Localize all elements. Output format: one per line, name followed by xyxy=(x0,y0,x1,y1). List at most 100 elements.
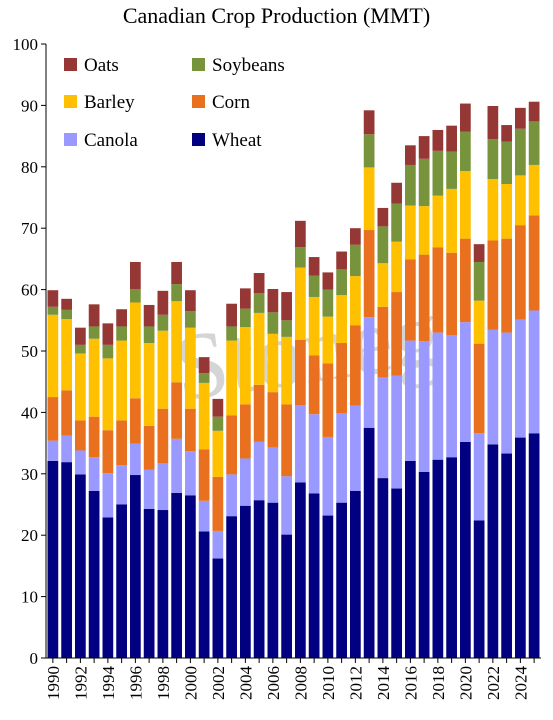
x-tick-label-1992: 1992 xyxy=(71,666,90,700)
y-tick-label-50: 50 xyxy=(21,342,38,361)
bar-wheat-2019 xyxy=(446,457,457,658)
bar-barley-2021 xyxy=(473,300,485,344)
bar-oats-2011 xyxy=(336,251,347,270)
legend-swatch-barley xyxy=(64,95,77,108)
bar-oats-1994 xyxy=(102,323,114,345)
bar-corn-2010 xyxy=(322,363,334,437)
bar-oats-1996 xyxy=(130,261,141,289)
y-tick-label-30: 30 xyxy=(21,465,38,484)
bars-layer xyxy=(47,101,540,658)
bar-soybeans-2018 xyxy=(432,150,444,196)
bar-corn-2003 xyxy=(226,415,237,475)
y-tick-label-70: 70 xyxy=(21,219,38,238)
bar-barley-2025 xyxy=(528,164,540,216)
y-tick-label-10: 10 xyxy=(21,588,38,607)
bar-oats-2017 xyxy=(418,136,430,159)
bar-canola-2000 xyxy=(185,451,196,496)
bar-corn-2008 xyxy=(295,339,306,406)
bar-wheat-1999 xyxy=(171,492,182,658)
legend-label-canola: Canola xyxy=(84,130,138,151)
bar-corn-1994 xyxy=(102,430,114,474)
bar-corn-2023 xyxy=(501,238,512,333)
bar-oats-2004 xyxy=(240,288,251,309)
bar-canola-2021 xyxy=(473,433,485,521)
bar-soybeans-2014 xyxy=(377,226,389,264)
y-tick-label-20: 20 xyxy=(21,526,38,545)
bar-oats-2019 xyxy=(446,125,457,152)
bar-canola-1999 xyxy=(171,438,182,493)
bar-corn-2016 xyxy=(405,259,416,341)
bar-canola-2018 xyxy=(432,332,444,460)
bar-canola-2006 xyxy=(267,447,279,503)
bar-barley-2018 xyxy=(432,195,444,248)
x-tick-label-2024: 2024 xyxy=(511,666,530,701)
legend-label-oats: Oats xyxy=(84,55,119,76)
bar-wheat-1992 xyxy=(75,474,86,658)
bar-canola-2022 xyxy=(487,329,499,445)
bar-oats-2025 xyxy=(528,101,540,122)
bar-wheat-2008 xyxy=(295,482,306,658)
bar-corn-2025 xyxy=(528,215,540,311)
bar-corn-2012 xyxy=(350,325,361,406)
bar-oats-1992 xyxy=(75,327,86,345)
bar-wheat-2007 xyxy=(281,534,292,658)
bar-canola-2001 xyxy=(198,500,210,532)
bar-oats-2013 xyxy=(363,110,375,135)
bar-corn-1996 xyxy=(130,398,141,444)
bar-corn-1990 xyxy=(47,397,59,441)
bar-oats-2003 xyxy=(226,303,237,327)
bar-corn-2009 xyxy=(308,355,320,415)
bar-wheat-2013 xyxy=(363,427,375,658)
legend-label-soybeans: Soybeans xyxy=(212,55,285,76)
bar-barley-1995 xyxy=(116,340,127,421)
bar-barley-2017 xyxy=(418,206,430,255)
bar-oats-2000 xyxy=(185,290,196,312)
bar-oats-2023 xyxy=(501,125,512,142)
x-tick-label-1990: 1990 xyxy=(44,666,63,700)
x-tick-label-2014: 2014 xyxy=(374,666,393,701)
bar-wheat-1990 xyxy=(47,460,59,658)
bar-oats-2016 xyxy=(405,145,416,165)
bar-corn-1999 xyxy=(171,382,182,439)
bar-corn-2000 xyxy=(185,408,196,452)
bar-soybeans-2019 xyxy=(446,151,457,189)
bar-barley-2012 xyxy=(350,276,361,326)
bar-canola-1993 xyxy=(88,457,100,491)
bar-oats-2002 xyxy=(212,398,224,417)
bar-barley-2002 xyxy=(212,430,224,477)
bar-canola-2015 xyxy=(391,375,402,489)
bar-soybeans-2006 xyxy=(267,312,279,334)
bar-barley-2004 xyxy=(240,327,251,405)
bar-canola-2009 xyxy=(308,414,320,494)
bar-oats-2022 xyxy=(487,106,499,140)
y-tick-label-0: 0 xyxy=(30,649,39,668)
bar-corn-2011 xyxy=(336,343,347,414)
bar-oats-2001 xyxy=(198,357,210,374)
legend-label-corn: Corn xyxy=(212,92,251,113)
bar-wheat-1993 xyxy=(88,490,100,658)
bar-soybeans-1999 xyxy=(171,284,182,302)
bar-wheat-1998 xyxy=(157,510,169,658)
bar-barley-2005 xyxy=(253,312,265,385)
bar-corn-1991 xyxy=(61,390,72,436)
bar-canola-2004 xyxy=(240,458,251,506)
bar-oats-2021 xyxy=(473,244,485,262)
bar-soybeans-2025 xyxy=(528,121,540,165)
x-tick-label-2010: 2010 xyxy=(319,666,338,700)
bar-soybeans-2005 xyxy=(253,293,265,313)
legend-swatch-oats xyxy=(64,58,77,71)
bar-wheat-2016 xyxy=(405,460,416,658)
bar-wheat-2024 xyxy=(515,437,526,658)
bar-canola-2025 xyxy=(528,310,540,434)
x-tick-label-1998: 1998 xyxy=(154,666,173,700)
bar-barley-2007 xyxy=(281,336,292,405)
bar-wheat-1991 xyxy=(61,462,72,658)
x-tick-label-2022: 2022 xyxy=(484,666,503,700)
bar-canola-2003 xyxy=(226,474,237,517)
bar-corn-2001 xyxy=(198,449,210,501)
bar-canola-2005 xyxy=(253,441,265,501)
bar-corn-2002 xyxy=(212,476,224,531)
bar-wheat-2009 xyxy=(308,493,320,658)
x-tick-label-2020: 2020 xyxy=(456,666,475,700)
